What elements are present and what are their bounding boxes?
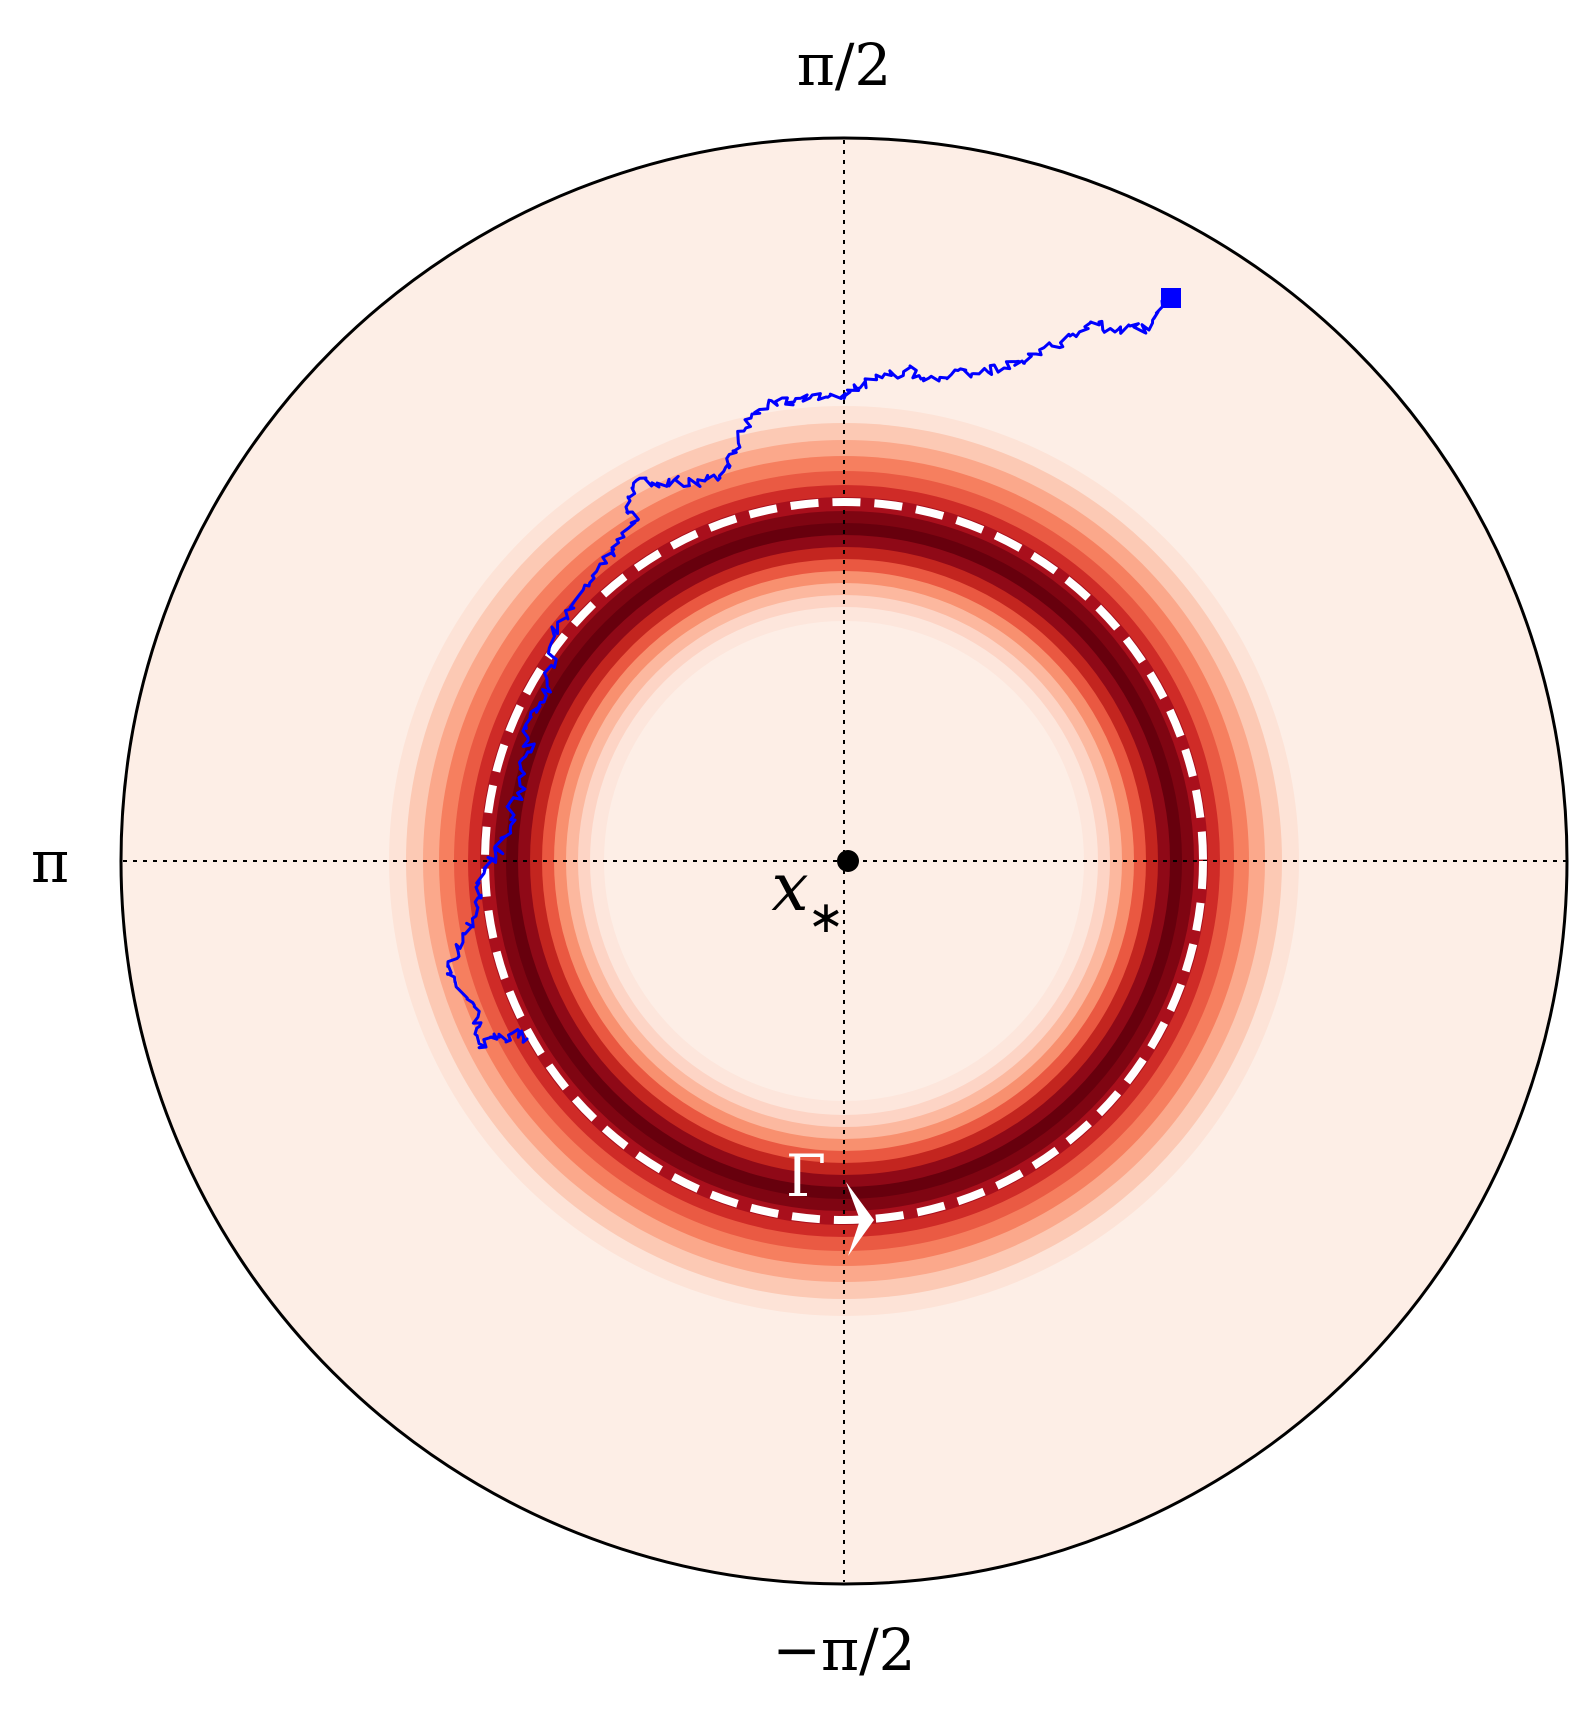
angle-label-pi: π: [31, 828, 69, 896]
angle-label-pi-over-2: π/2: [797, 31, 892, 99]
phase-space-boundary: [119, 136, 1569, 1586]
equilibrium-subscript: ∗: [808, 892, 845, 943]
equilibrium-point: [837, 850, 859, 872]
trajectory-start-square: [1161, 288, 1181, 308]
cycle-direction-arrow: [846, 1182, 874, 1256]
equilibrium-label: x: [771, 849, 808, 926]
limit-cycle-label: Γ: [786, 1142, 826, 1210]
stochastic-trajectory: [445, 296, 1173, 1050]
limit-cycle-gamma: [481, 498, 1207, 1224]
angle-label-minus-pi-over-2: −π/2: [772, 1616, 915, 1684]
